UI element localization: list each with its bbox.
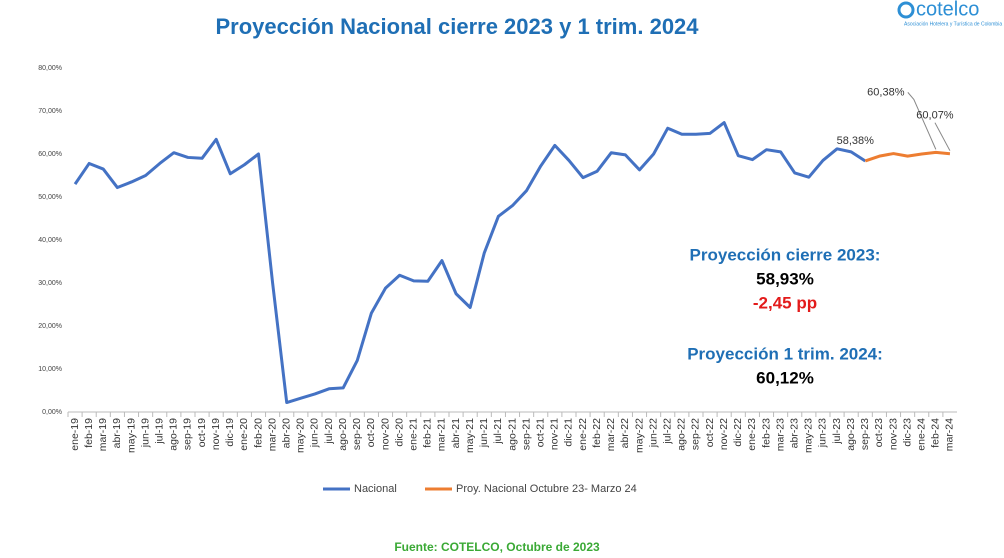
x-tick-label: abr-22 — [619, 418, 631, 449]
data-label: 60,38% — [867, 86, 905, 98]
x-tick-label: sep-19 — [182, 418, 194, 450]
x-tick-label: sep-22 — [690, 418, 702, 450]
line-series — [73, 121, 867, 405]
x-tick-label: oct-23 — [873, 418, 885, 447]
y-tick-label: 40,00% — [38, 237, 62, 244]
x-tick-label: ene-21 — [408, 418, 420, 451]
x-tick-label: oct-19 — [196, 418, 208, 447]
data-label: 60,07% — [916, 110, 954, 122]
x-tick-label: ene-22 — [577, 418, 589, 451]
x-tick-label: nov-21 — [549, 418, 561, 450]
x-tick-label: mar-22 — [605, 418, 617, 451]
annotation: Proyección cierre 2023: — [690, 245, 881, 264]
x-tick-label: ago-20 — [337, 418, 349, 451]
x-tick-label: mar-19 — [97, 418, 109, 451]
x-tick-label: jun-21 — [478, 418, 490, 448]
annotation: -2,45 pp — [753, 293, 817, 312]
x-tick-label: mar-23 — [774, 418, 786, 451]
x-tick-label: nov-19 — [210, 418, 222, 450]
x-tick-label: feb-21 — [422, 418, 434, 448]
x-tick-label: ago-19 — [168, 418, 180, 451]
y-tick-label: 30,00% — [38, 280, 62, 287]
logo-name: cotelco — [916, 0, 979, 20]
x-tick-label: nov-22 — [718, 418, 730, 450]
logo-icon — [897, 1, 915, 19]
x-tick-label: dic-21 — [563, 418, 575, 447]
x-tick-label: jul-21 — [492, 418, 504, 445]
leader-line — [907, 92, 937, 150]
x-tick-label: may-23 — [803, 418, 815, 453]
x-tick-label: feb-19 — [83, 418, 95, 448]
x-tick-label: jun-19 — [139, 418, 151, 448]
x-tick-label: ene-20 — [238, 418, 250, 451]
x-tick-label: abr-23 — [789, 418, 801, 449]
chart-title: Proyección Nacional cierre 2023 y 1 trim… — [215, 14, 699, 39]
x-tick-label: mar-24 — [944, 418, 956, 451]
x-tick-label: mar-21 — [436, 418, 448, 451]
x-tick-label: abr-19 — [111, 418, 123, 449]
x-tick-label: jun-22 — [647, 418, 659, 448]
x-tick-label: feb-23 — [760, 418, 772, 448]
x-tick-label: nov-20 — [379, 418, 391, 450]
x-tick-label: may-19 — [125, 418, 137, 453]
x-tick-label: ene-23 — [746, 418, 758, 451]
y-tick-label: 10,00% — [38, 366, 62, 373]
x-tick-label: dic-19 — [224, 418, 236, 447]
x-tick-label: sep-23 — [859, 418, 871, 450]
x-tick-label: feb-24 — [930, 418, 942, 448]
legend-label: Nacional — [354, 483, 397, 495]
x-tick-label: jul-23 — [831, 418, 843, 445]
x-tick-label: jul-22 — [662, 418, 674, 445]
y-tick-label: 70,00% — [38, 108, 62, 115]
x-tick-label: ene-19 — [69, 418, 81, 451]
x-tick-label: may-22 — [633, 418, 645, 453]
x-tick-label: oct-21 — [535, 418, 547, 447]
y-tick-label: 60,00% — [38, 151, 62, 158]
x-tick-label: dic-23 — [901, 418, 913, 447]
y-tick-label: 0,00% — [42, 409, 62, 416]
x-tick-label: mar-20 — [266, 418, 278, 451]
logo-tagline: Asociación Hotelera y Turística de Colom… — [904, 21, 1002, 27]
x-tick-label: dic-20 — [393, 418, 405, 447]
y-tick-label: 50,00% — [38, 194, 62, 201]
x-tick-label: may-20 — [295, 418, 307, 453]
x-tick-label: jul-20 — [323, 418, 335, 445]
x-tick-label: ago-22 — [676, 418, 688, 451]
x-tick-label: jun-20 — [309, 418, 321, 448]
x-tick-label: sep-21 — [520, 418, 532, 450]
leader-line — [934, 122, 951, 151]
x-tick-label: may-21 — [464, 418, 476, 453]
x-tick-label: oct-22 — [704, 418, 716, 447]
x-tick-label: ago-23 — [845, 418, 857, 451]
x-tick-label: ene-24 — [916, 418, 928, 451]
x-tick-label: nov-23 — [887, 418, 899, 450]
x-tick-label: abr-20 — [281, 418, 293, 449]
x-tick-label: oct-20 — [365, 418, 377, 447]
annotation: 58,93% — [756, 269, 814, 288]
x-tick-label: feb-20 — [252, 418, 264, 448]
annotation: 60,12% — [756, 368, 814, 387]
annotation: Proyección 1 trim. 2024: — [687, 344, 883, 363]
source: Fuente: COTELCO, Octubre de 2023 — [394, 540, 600, 554]
data-label: 58,38% — [837, 135, 875, 147]
legend-label: Proy. Nacional Octubre 23- Marzo 24 — [456, 483, 637, 495]
line-series — [864, 150, 951, 163]
x-tick-label: abr-21 — [450, 418, 462, 449]
x-tick-label: ago-21 — [506, 418, 518, 451]
x-tick-label: feb-22 — [591, 418, 603, 448]
x-tick-label: jun-23 — [817, 418, 829, 448]
x-tick-label: dic-22 — [732, 418, 744, 447]
x-tick-label: sep-20 — [351, 418, 363, 450]
y-tick-label: 20,00% — [38, 323, 62, 330]
x-tick-label: jul-19 — [154, 418, 166, 445]
y-tick-label: 80,00% — [38, 65, 62, 72]
